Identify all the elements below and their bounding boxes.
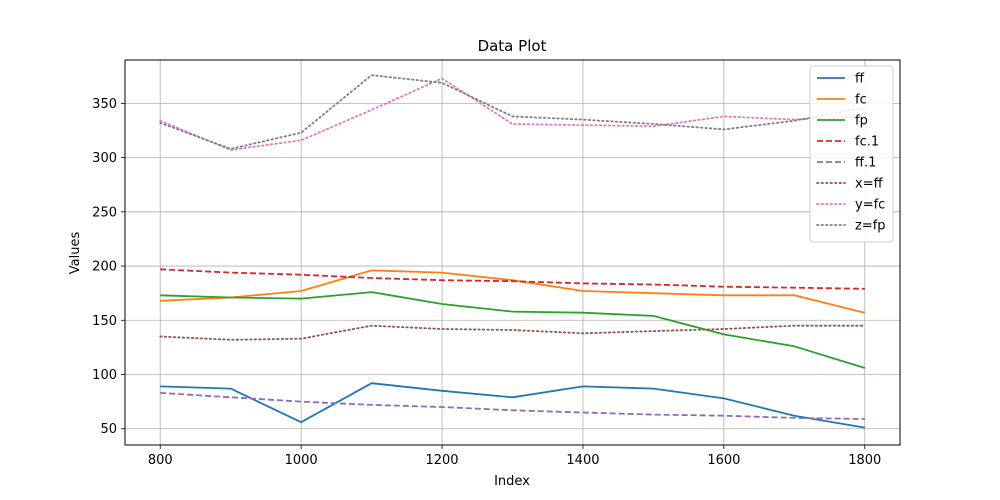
grid bbox=[125, 60, 900, 445]
legend-label: fc bbox=[855, 93, 867, 108]
y-tick-label: 100 bbox=[92, 368, 117, 383]
series-line-fc bbox=[160, 269, 866, 314]
series-line-ff bbox=[160, 382, 865, 429]
y-tick-label: 200 bbox=[92, 260, 117, 275]
series-line-y-fc bbox=[159, 77, 866, 151]
x-tick-label: 1800 bbox=[848, 453, 881, 468]
legend-label: z=fp bbox=[855, 219, 886, 234]
plot-frame bbox=[124, 59, 901, 446]
legend-box bbox=[809, 65, 894, 243]
legend-label: fp bbox=[855, 114, 868, 129]
x-axis-label: Index bbox=[494, 474, 530, 489]
y-axis: 50 100 150 200 250 300 350 bbox=[92, 97, 125, 437]
y-tick-label: 50 bbox=[100, 422, 117, 437]
series-line-fp bbox=[160, 291, 866, 369]
series-layer bbox=[159, 74, 866, 429]
series-line-fc-1 bbox=[160, 268, 865, 290]
x-tick-label: 1200 bbox=[425, 453, 458, 468]
x-tick-label: 1400 bbox=[566, 453, 599, 468]
legend: ff fc fp fc.1 ff.1 x=ff y=fc z=fp bbox=[809, 65, 894, 243]
series-line-x-ff bbox=[159, 324, 866, 341]
x-tick-label: 800 bbox=[148, 453, 173, 468]
y-axis-label: Values bbox=[68, 232, 83, 275]
chart-title: Data Plot bbox=[478, 37, 547, 55]
x-tick-label: 1600 bbox=[707, 453, 740, 468]
legend-label: ff.1 bbox=[855, 156, 876, 171]
legend-label: fc.1 bbox=[855, 135, 879, 150]
y-tick-label: 250 bbox=[92, 205, 117, 220]
x-tick-label: 1000 bbox=[285, 453, 318, 468]
y-tick-label: 350 bbox=[92, 97, 117, 112]
series-line-z-fp bbox=[159, 74, 866, 150]
y-tick-label: 150 bbox=[92, 314, 117, 329]
legend-label: y=fc bbox=[855, 198, 885, 213]
legend-label: ff bbox=[855, 72, 865, 87]
series-line-ff-1 bbox=[160, 392, 865, 420]
x-axis: 800 1000 1200 1400 1600 1800 bbox=[148, 445, 881, 468]
y-tick-label: 300 bbox=[92, 151, 117, 166]
legend-label: x=ff bbox=[855, 177, 884, 192]
